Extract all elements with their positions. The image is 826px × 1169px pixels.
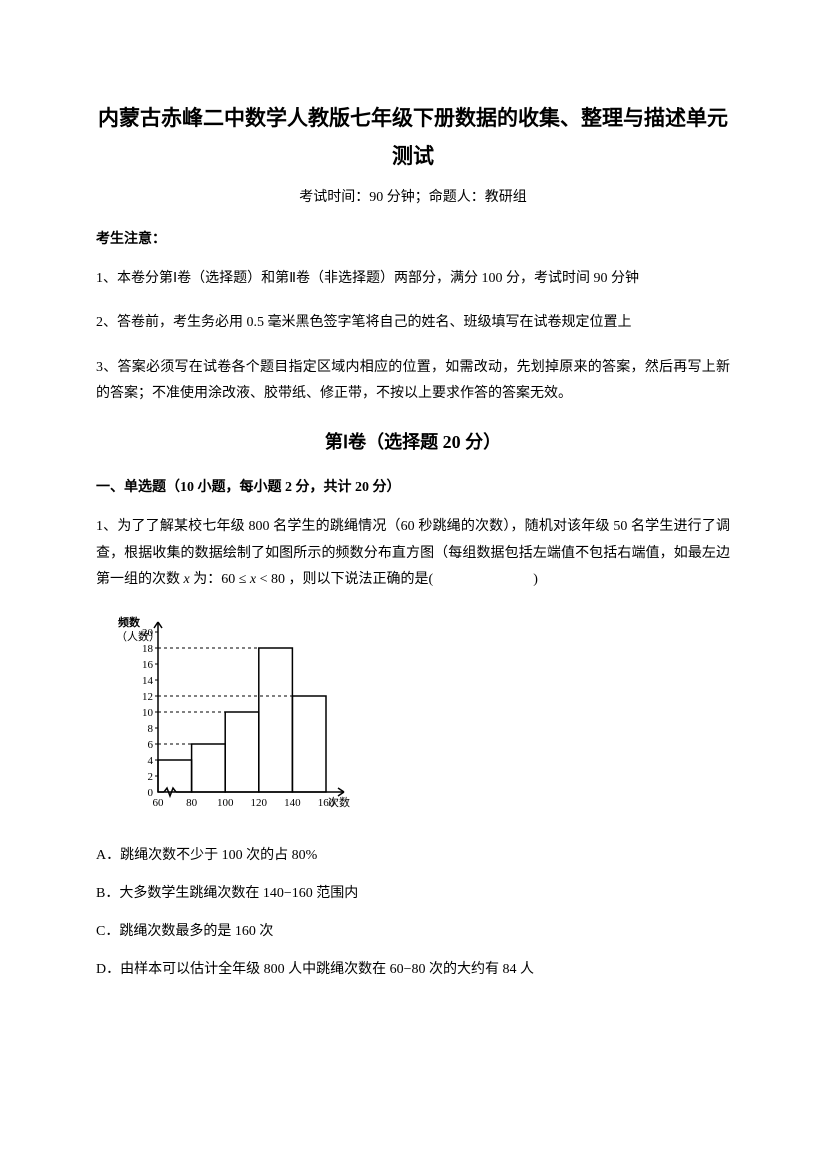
svg-text:80: 80 [186,797,198,809]
svg-text:120: 120 [251,797,268,809]
svg-text:16: 16 [142,659,154,671]
svg-text:12: 12 [142,691,153,703]
option-b: B．大多数学生跳绳次数在 140−160 范围内 [96,882,730,902]
q1-part3: < 80 ，则以下说法正确的是( [256,572,433,587]
svg-text:140: 140 [284,797,301,809]
svg-text:次数: 次数 [328,795,350,809]
option-a: A．跳绳次数不少于 100 次的占 80% [96,844,730,864]
svg-text:频数: 频数 [118,615,141,629]
option-c: C．跳绳次数最多的是 160 次 [96,920,730,940]
option-d: D．由样本可以估计全年级 800 人中跳绳次数在 60−80 次的大约有 84 … [96,958,730,978]
svg-text:14: 14 [142,675,154,687]
exam-subtitle: 考试时间：90 分钟；命题人：教研组 [96,186,730,206]
svg-text:4: 4 [148,755,154,767]
svg-text:60: 60 [153,797,165,809]
histogram-chart: 频数（人数）024681012141618206080100120140160次… [116,614,356,814]
notice-item-3: 3、答案必须写在试卷各个题目指定区域内相应的位置，如需改动，先划掉原来的答案，然… [96,355,730,408]
q1-part4: ) [533,572,538,587]
question-1-text: 1、为了了解某校七年级 800 名学生的跳绳情况（60 秒跳绳的次数），随机对该… [96,514,730,594]
question-section-header: 一、单选题（10 小题，每小题 2 分，共计 20 分） [96,476,730,496]
notice-header: 考生注意： [96,228,730,248]
svg-text:10: 10 [142,707,154,719]
exam-title: 内蒙古赤峰二中数学人教版七年级下册数据的收集、整理与描述单元测试 [96,100,730,176]
svg-text:8: 8 [148,723,154,735]
svg-text:100: 100 [217,797,234,809]
svg-text:6: 6 [148,739,154,751]
q1-part2: 为：60 ≤ [190,572,250,587]
section-1-title: 第Ⅰ卷（选择题 20 分） [96,428,730,454]
notice-item-2: 2、答卷前，考生务必用 0.5 毫米黑色签字笔将自己的姓名、班级填写在试卷规定位… [96,310,730,337]
svg-text:20: 20 [142,627,154,639]
histogram-svg: 频数（人数）024681012141618206080100120140160次… [116,614,356,814]
svg-text:18: 18 [142,643,154,655]
svg-text:2: 2 [148,771,154,783]
notice-item-1: 1、本卷分第Ⅰ卷（选择题）和第Ⅱ卷（非选择题）两部分，满分 100 分，考试时间… [96,266,730,293]
svg-text:（人数）: （人数） [116,630,160,643]
